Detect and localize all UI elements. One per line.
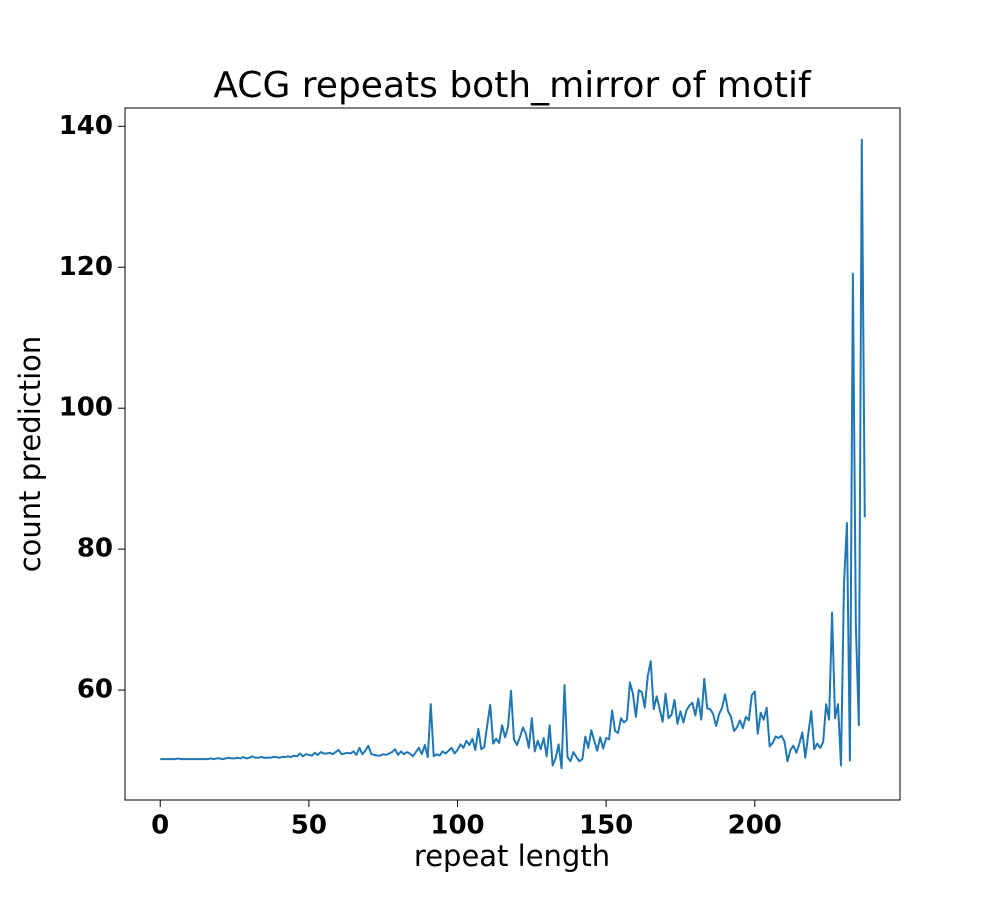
y-tick-label: 140 [59,111,113,141]
x-tick-label: 50 [291,811,327,841]
y-tick-label: 60 [77,675,113,705]
x-tick-label: 150 [579,811,633,841]
x-axis-label: repeat length [414,839,610,873]
y-tick-label: 120 [59,252,113,282]
x-tick-label: 200 [728,811,782,841]
y-tick-label: 100 [59,393,113,423]
y-tick-label: 80 [77,534,113,564]
x-tick-label: 100 [430,811,484,841]
data-line [160,138,866,770]
y-axis-label: count prediction [13,336,47,573]
chart-title: ACG repeats both_mirror of motif [213,65,812,106]
x-tick-label: 0 [151,811,169,841]
plot-frame [124,107,901,801]
